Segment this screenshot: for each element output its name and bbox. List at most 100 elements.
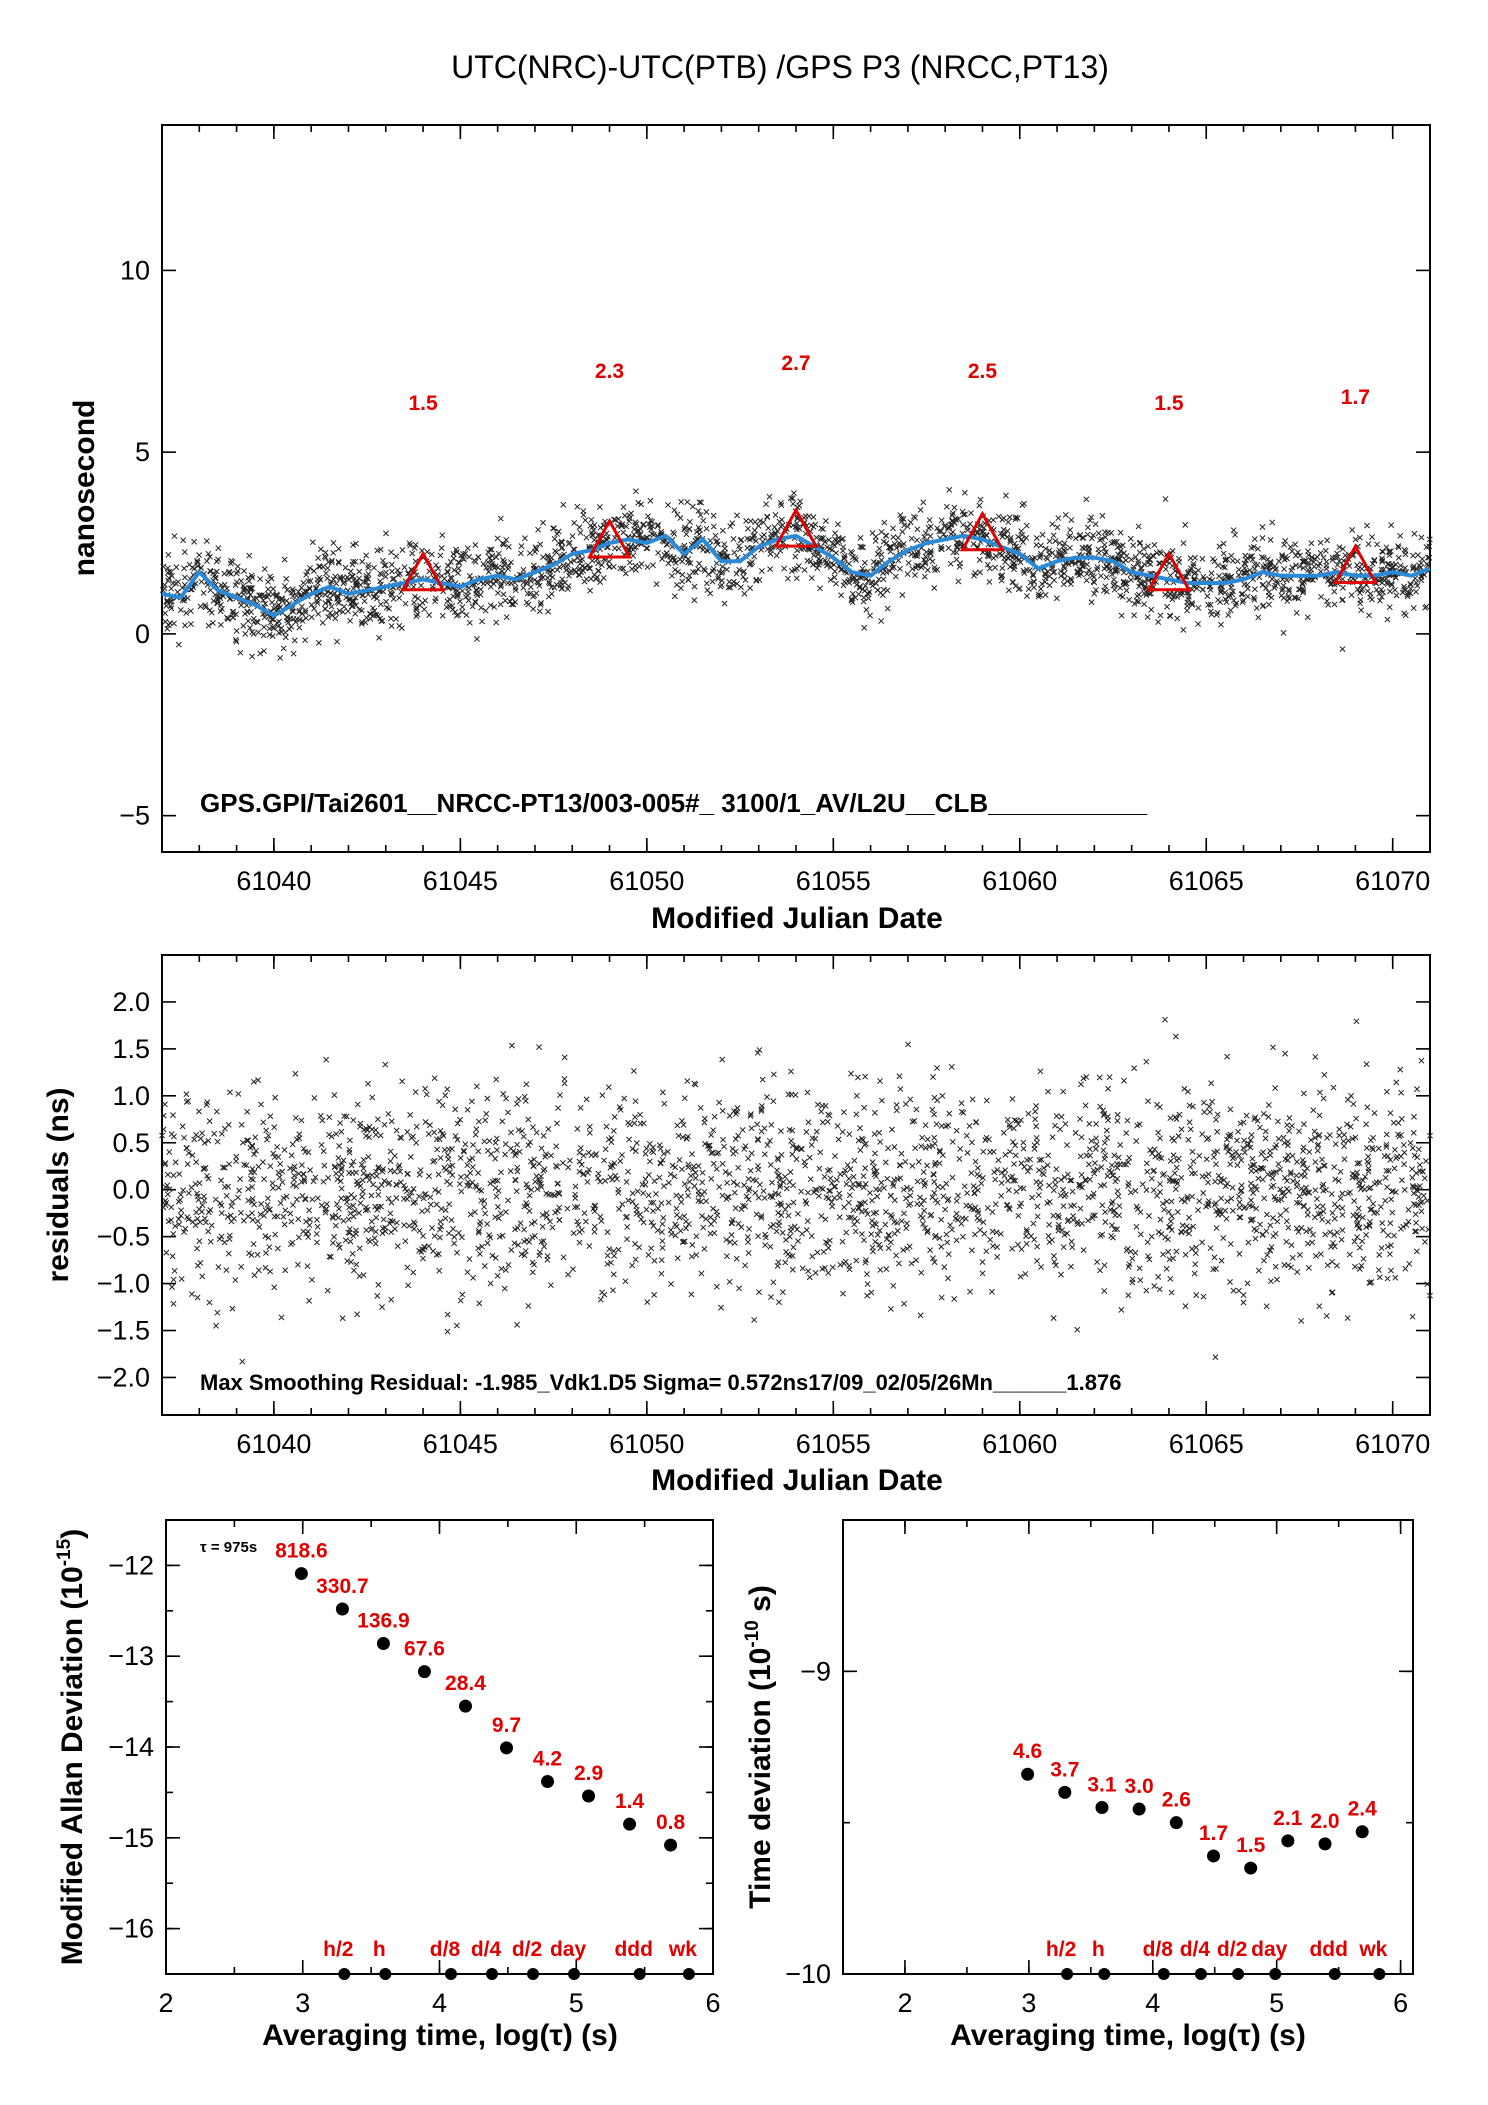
residual-point: [289, 1141, 296, 1148]
residual-point: [404, 1264, 411, 1271]
residual-point: [324, 1287, 331, 1294]
residual-point: [340, 1217, 347, 1224]
measurement-point: [1046, 582, 1053, 589]
residual-point: [1310, 1107, 1317, 1114]
measurement-point: [242, 630, 249, 637]
measurement-point: [1135, 558, 1142, 565]
residual-point: [733, 1255, 740, 1262]
residual-point: [578, 1226, 585, 1233]
residual-point: [756, 1289, 762, 1296]
residual-point: [213, 1108, 220, 1115]
residual-point: [857, 1125, 863, 1132]
residual-point: [1190, 1158, 1197, 1165]
x-tick-label: 61070: [1355, 1429, 1430, 1459]
measurement-point: [1042, 591, 1049, 598]
measurement-point: [878, 528, 885, 535]
residual-point: [777, 1128, 784, 1135]
residual-point: [1272, 1230, 1279, 1237]
measurement-point: [1289, 548, 1296, 555]
residual-point: [351, 1194, 358, 1201]
residual-point: [819, 1119, 826, 1126]
residual-point: [1398, 1089, 1405, 1096]
residual-point: [794, 1210, 801, 1217]
residual-point: [1187, 1126, 1194, 1133]
residual-point: [267, 1113, 274, 1120]
measurement-point: [1155, 619, 1162, 625]
y-tick-label: −5: [119, 801, 150, 831]
residual-point: [407, 1153, 414, 1160]
residual-point: [953, 1237, 960, 1244]
measurement-point: [1273, 565, 1280, 572]
measurement-point: [168, 585, 175, 592]
residual-point: [346, 1149, 353, 1156]
residual-point: [1167, 1115, 1174, 1122]
measurement-point: [445, 562, 451, 569]
residual-point: [1298, 1224, 1305, 1231]
residual-point: [368, 1218, 375, 1225]
measurement-point: [864, 590, 871, 597]
measurement-point: [1308, 540, 1315, 547]
residual-point: [1064, 1171, 1071, 1178]
measurement-point: [1402, 551, 1409, 558]
x-tick-label: 61040: [236, 866, 311, 896]
measurement-point: [1379, 555, 1385, 562]
measurement-point: [1088, 599, 1095, 606]
measurement-point: [309, 539, 316, 546]
measurement-point: [632, 488, 639, 495]
residual-point: [1205, 1171, 1212, 1178]
residual-point: [1283, 1207, 1290, 1214]
measurement-point: [1259, 535, 1266, 541]
measurement-point: [1090, 532, 1097, 539]
measurement-point: [280, 645, 287, 652]
residual-point: [872, 1150, 878, 1157]
residual-point: [442, 1215, 449, 1222]
residual-point: [659, 1089, 666, 1096]
y-tick-label: 0: [135, 619, 150, 649]
measurement-point: [1006, 514, 1013, 521]
measurement-point: [331, 590, 338, 597]
residual-point: [903, 1195, 909, 1202]
measurement-point: [790, 500, 797, 507]
measurement-point: [311, 605, 318, 612]
measurement-point: [1083, 496, 1090, 503]
residual-point: [1261, 1257, 1267, 1264]
residual-point: [1406, 1260, 1413, 1267]
measurement-point: [549, 574, 556, 580]
residual-point: [845, 1199, 852, 1206]
residual-point: [754, 1162, 761, 1169]
residual-point: [416, 1227, 423, 1234]
residual-point: [1240, 1299, 1247, 1306]
residual-point: [245, 1213, 252, 1220]
residual-point: [481, 1198, 488, 1204]
measurement-point: [583, 534, 590, 541]
residual-point: [1257, 1221, 1264, 1228]
residual-point: [526, 1192, 533, 1199]
residual-point: [1320, 1208, 1327, 1215]
measurement-point: [523, 580, 530, 587]
residual-point: [382, 1228, 389, 1235]
residual-point: [379, 1304, 385, 1311]
residual-point: [734, 1105, 741, 1112]
residual-point: [611, 1114, 618, 1120]
measurement-point: [591, 571, 598, 578]
residual-point: [1303, 1184, 1309, 1191]
measurement-point: [1084, 571, 1090, 577]
measurement-point: [488, 558, 495, 564]
measurement-point: [359, 558, 366, 565]
residual-point: [1132, 1187, 1139, 1194]
residual-point: [347, 1137, 353, 1144]
residual-point: [385, 1110, 392, 1117]
measurement-point: [1175, 555, 1182, 562]
measurement-point: [861, 624, 868, 631]
y-tick-label: 1.0: [112, 1081, 150, 1111]
measurement-point: [1248, 544, 1255, 551]
residual-point: [748, 1150, 755, 1157]
residual-point: [689, 1241, 696, 1248]
residual-point: [1191, 1270, 1198, 1277]
measurement-point: [1305, 559, 1312, 566]
residual-point: [754, 1121, 761, 1128]
residual-point: [287, 1210, 294, 1217]
measurement-point: [579, 563, 586, 570]
residual-point: [658, 1270, 665, 1277]
residual-point: [1352, 1263, 1358, 1270]
